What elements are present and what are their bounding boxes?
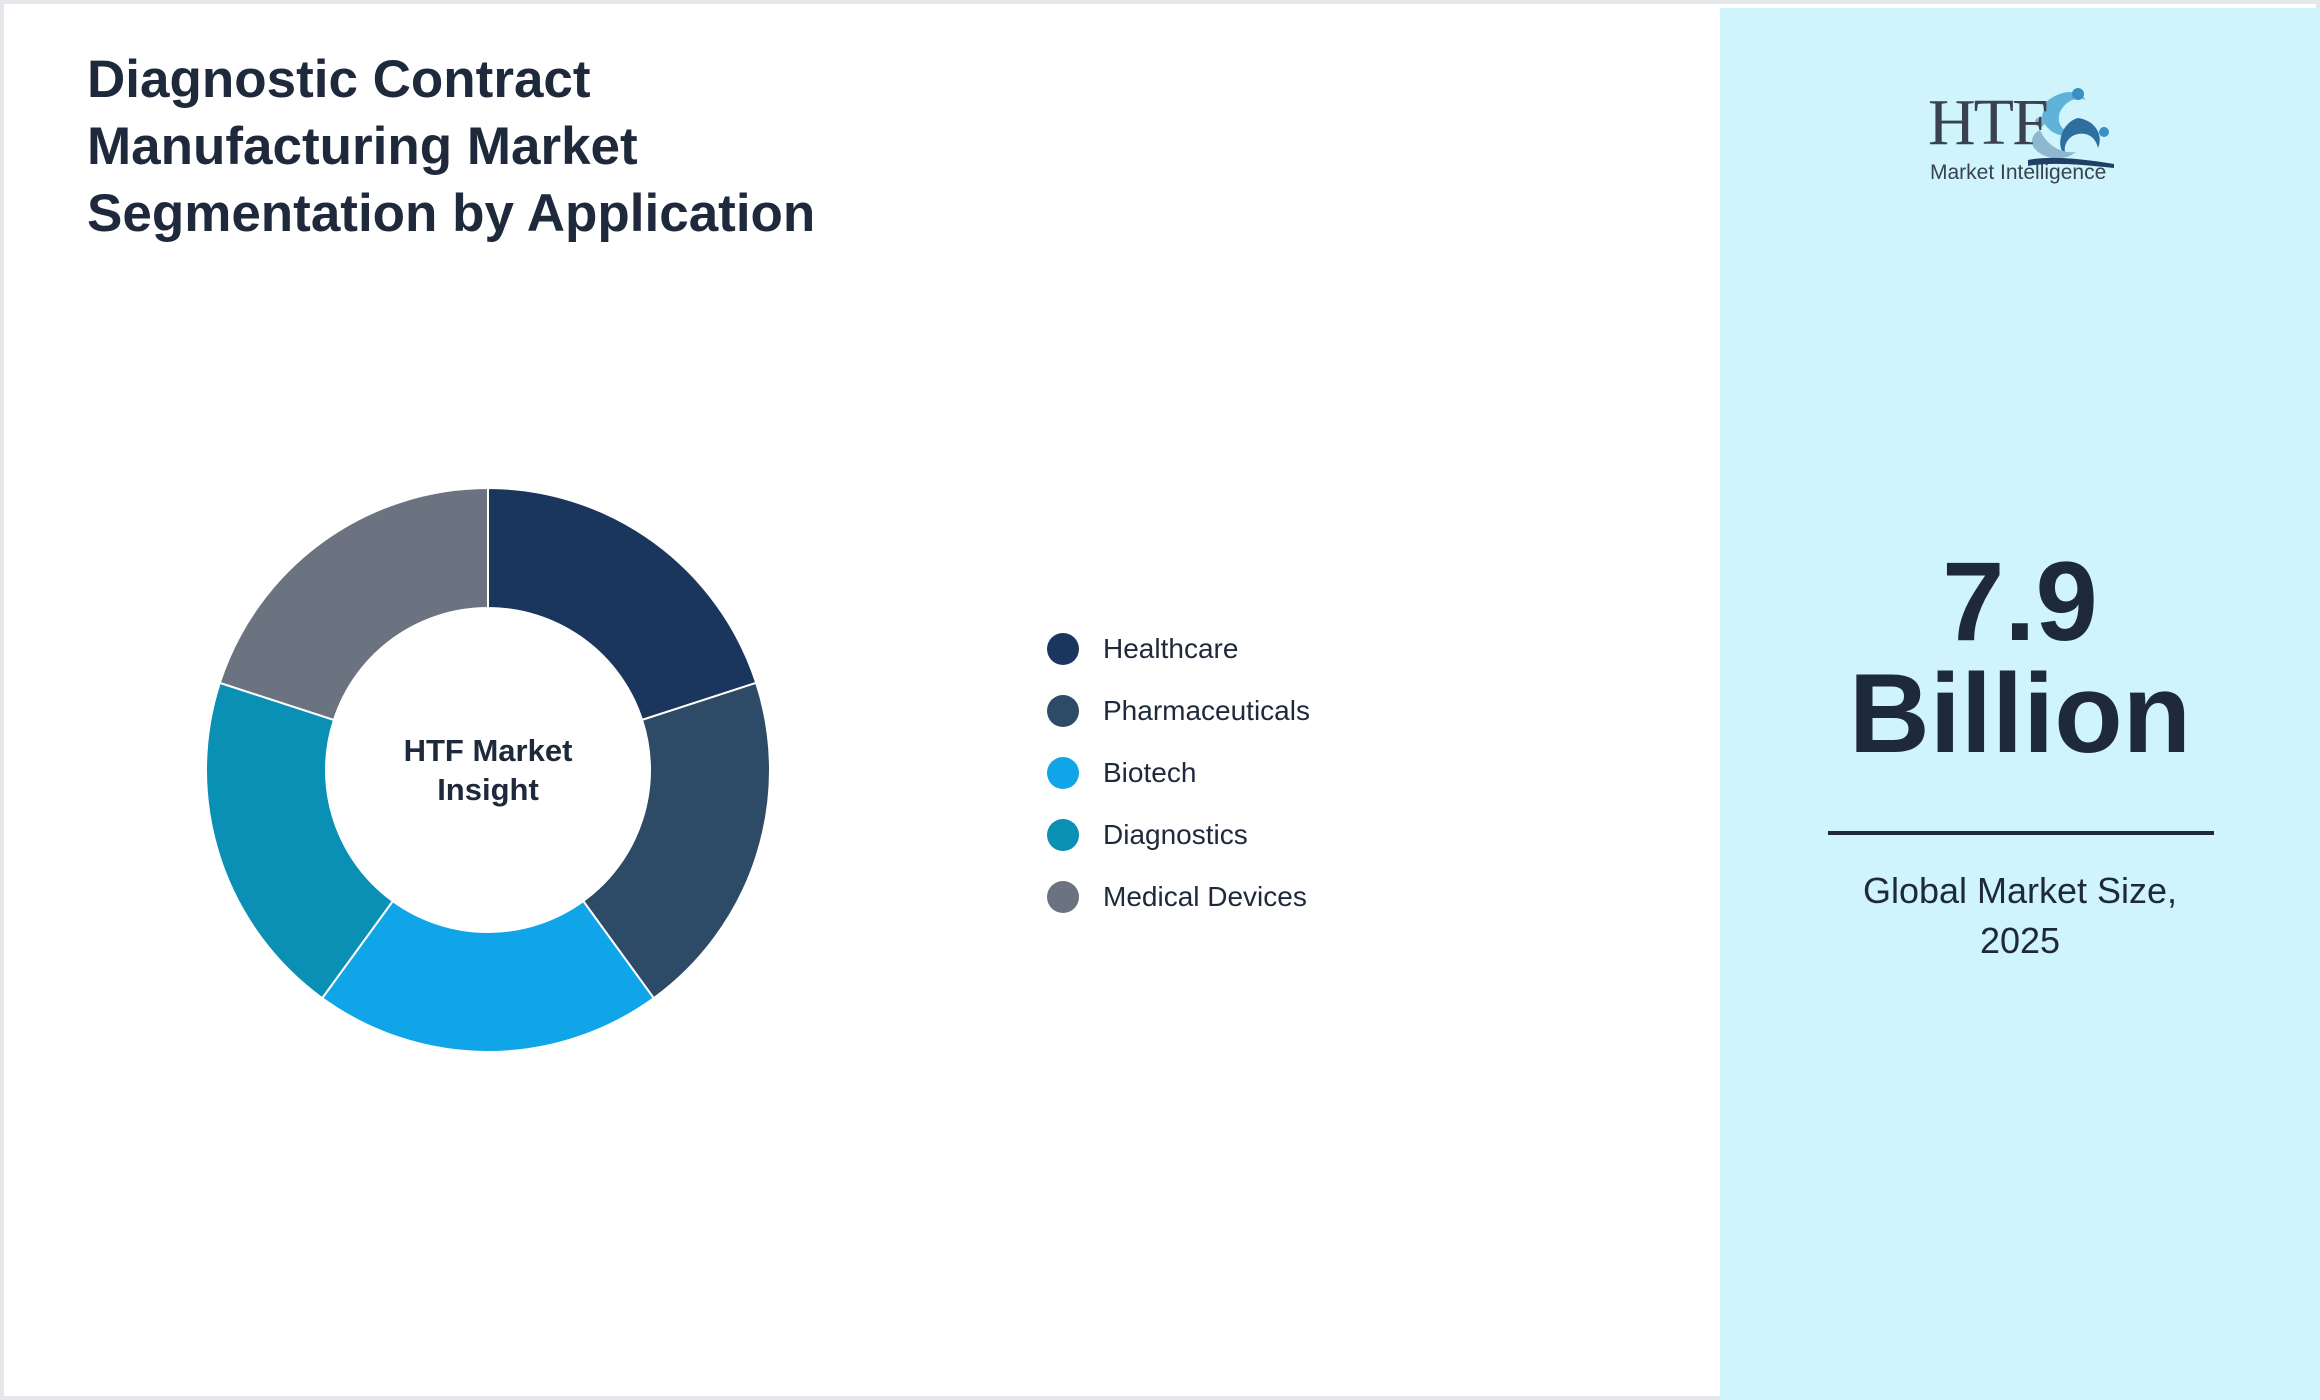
legend-label: Biotech xyxy=(1103,757,1197,788)
legend-item-healthcare: Healthcare xyxy=(1047,618,1310,680)
legend-item-biotech: Biotech xyxy=(1047,742,1310,804)
market-size-unit: Billion xyxy=(1848,651,2192,776)
market-size-number: 7.9 xyxy=(1942,539,2098,664)
legend-label: Diagnostics xyxy=(1103,819,1248,850)
legend-dot xyxy=(1047,819,1079,851)
logo-letters: HTF xyxy=(1928,86,2049,159)
donut-slice-healthcare xyxy=(487,486,758,722)
legend-label: Medical Devices xyxy=(1103,881,1307,912)
donut-slice-biotech xyxy=(320,899,656,1053)
legend-label: Healthcare xyxy=(1103,633,1239,664)
value-divider xyxy=(1828,831,2214,835)
caption-line-1: Global Market Size, xyxy=(1862,870,2178,911)
market-size-panel: HTF Market Intelligence 7.9 Billion Glob… xyxy=(1720,8,2320,1400)
page-title: Diagnostic Contract Manufacturing Market… xyxy=(87,46,987,247)
center-label-line-2: Insight xyxy=(437,772,539,807)
market-size-value: 7.9 Billion xyxy=(1720,546,2320,770)
logo-tagline: Market Intelligence xyxy=(1930,161,2107,184)
legend-item-pharmaceuticals: Pharmaceuticals xyxy=(1047,680,1310,742)
legend-dot xyxy=(1047,633,1079,665)
legend-dot xyxy=(1047,757,1079,789)
htf-logo-svg xyxy=(2028,88,2114,168)
market-size-caption: Global Market Size, 2025 xyxy=(1720,866,2320,966)
legend-dot xyxy=(1047,881,1079,913)
center-label-line-1: HTF Market xyxy=(403,733,573,768)
legend-item-medical-devices: Medical Devices xyxy=(1047,866,1310,928)
donut-center-label: HTF Market Insight xyxy=(204,486,772,1054)
donut-chart: HTF Market Insight xyxy=(204,486,772,1054)
title-line-3: Segmentation by Application xyxy=(87,184,816,243)
donut-slice-pharmaceuticals xyxy=(581,681,771,1000)
htf-logo: HTF Market Intelligence xyxy=(1928,82,2118,194)
caption-line-2: 2025 xyxy=(1979,920,2061,961)
legend-label: Pharmaceuticals xyxy=(1103,695,1310,726)
people-swirl-icon xyxy=(2028,88,2114,168)
legend-dot xyxy=(1047,695,1079,727)
donut-chart-svg xyxy=(205,486,771,1053)
legend-item-diagnostics: Diagnostics xyxy=(1047,804,1310,866)
chart-legend: Healthcare Pharmaceuticals Biotech Diagn… xyxy=(1047,618,1310,928)
donut-slice-medical-devices xyxy=(218,486,489,722)
title-line-2: Manufacturing Market xyxy=(87,117,638,176)
donut-slice-diagnostics xyxy=(205,681,395,1000)
title-line-1: Diagnostic Contract xyxy=(87,50,591,109)
